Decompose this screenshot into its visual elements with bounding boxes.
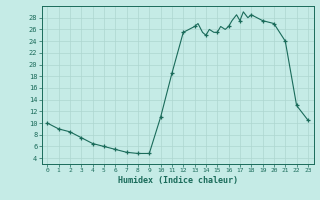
X-axis label: Humidex (Indice chaleur): Humidex (Indice chaleur) bbox=[118, 176, 237, 185]
